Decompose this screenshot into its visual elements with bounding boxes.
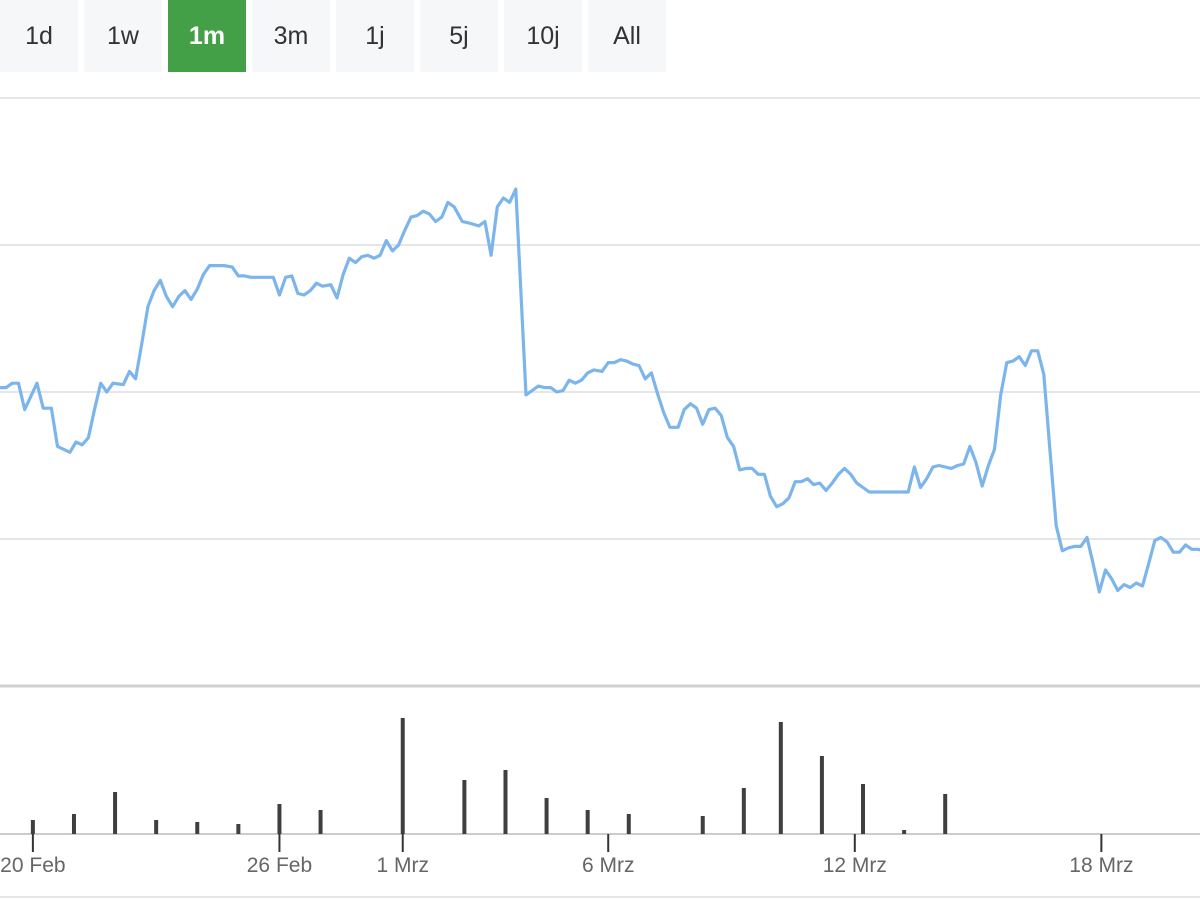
volume-bar bbox=[700, 816, 705, 834]
grid-lines bbox=[0, 97, 1200, 898]
x-tick-label: 20 Feb bbox=[0, 854, 65, 877]
price-line bbox=[0, 187, 1200, 594]
volume-bar bbox=[195, 822, 200, 834]
x-tick-label: 1 Mrz bbox=[376, 854, 429, 877]
volume-bar bbox=[778, 722, 783, 834]
volume-bar bbox=[585, 810, 590, 834]
range-button-1d[interactable]: 1d bbox=[0, 0, 78, 72]
volume-bar bbox=[943, 794, 948, 834]
range-button-3m[interactable]: 3m bbox=[252, 0, 330, 72]
volume-bar bbox=[741, 788, 746, 834]
volume-bar bbox=[861, 784, 866, 834]
volume-bar bbox=[71, 814, 76, 834]
volume-bar bbox=[30, 820, 35, 834]
volume-bar bbox=[544, 798, 549, 834]
x-tick-label: 12 Mrz bbox=[823, 854, 887, 877]
x-tick-label: 6 Mrz bbox=[582, 854, 635, 877]
volume-bar bbox=[318, 810, 323, 834]
range-button-5j[interactable]: 5j bbox=[420, 0, 498, 72]
volume-bar bbox=[154, 820, 159, 834]
volume-bar bbox=[902, 830, 907, 834]
range-button-1w[interactable]: 1w bbox=[84, 0, 162, 72]
price-line-series bbox=[0, 187, 1200, 594]
range-button-all[interactable]: All bbox=[588, 0, 666, 72]
x-axis: 20 Feb 26 Feb 1 Mrz 6 Mrz 12 Mrz 18 Mrz bbox=[0, 834, 1133, 877]
volume-bar bbox=[462, 780, 467, 834]
volume-bar bbox=[236, 824, 241, 834]
volume-bar bbox=[113, 792, 118, 834]
range-button-1j[interactable]: 1j bbox=[336, 0, 414, 72]
volume-bar bbox=[819, 756, 824, 834]
volume-bars bbox=[30, 718, 948, 834]
range-button-10j[interactable]: 10j bbox=[504, 0, 582, 72]
volume-bar bbox=[400, 718, 405, 834]
volume-bar bbox=[503, 770, 508, 834]
x-tick-label: 18 Mrz bbox=[1069, 854, 1133, 877]
x-tick-label: 26 Feb bbox=[247, 854, 312, 877]
volume-bar bbox=[277, 804, 282, 834]
range-selector: 1d 1w 1m 3m 1j 5j 10j All bbox=[0, 0, 672, 72]
range-button-1m[interactable]: 1m bbox=[168, 0, 246, 72]
volume-bar bbox=[626, 814, 631, 834]
